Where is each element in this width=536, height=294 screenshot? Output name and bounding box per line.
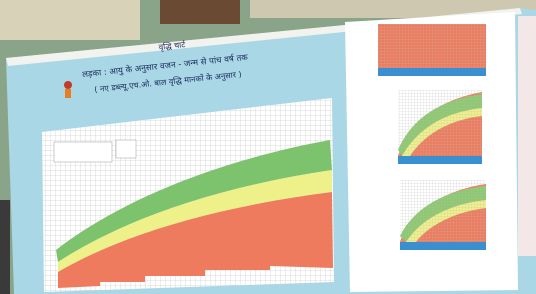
page: वृद्धि चार्ट लड़का : आयु के अनुसार वजन -… — [0, 0, 536, 294]
mini-grid — [378, 24, 486, 68]
wall-top — [0, 0, 140, 40]
info-box — [54, 142, 112, 162]
photo: वृद्धि चार्ट लड़का : आयु के अनुसार वजन -… — [0, 0, 536, 294]
door — [160, 0, 240, 24]
child-icon — [65, 89, 71, 98]
child-icon — [64, 81, 72, 89]
side-sheet — [518, 16, 536, 256]
foreground — [0, 200, 10, 294]
info-box — [116, 140, 136, 158]
mini-axis — [398, 156, 482, 164]
mini-grid — [398, 90, 482, 156]
mini-axis — [378, 68, 486, 76]
mini-grid — [400, 180, 486, 242]
mini-axis — [400, 242, 486, 250]
